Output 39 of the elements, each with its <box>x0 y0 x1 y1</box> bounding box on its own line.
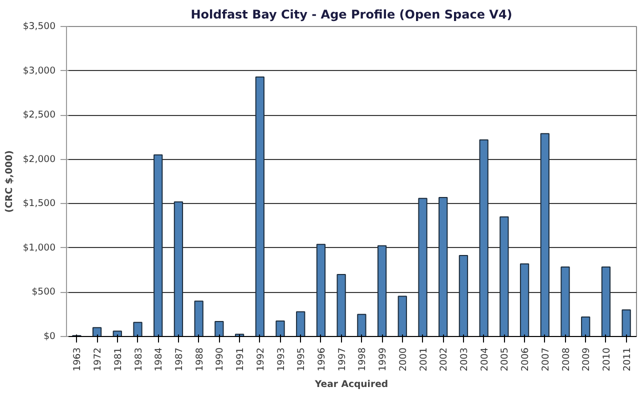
x-tick-label: 2001 <box>418 347 430 372</box>
x-tick-label: 1963 <box>72 347 84 372</box>
x-tick-label: 1991 <box>235 347 246 372</box>
x-tick-label: 1999 <box>378 347 389 372</box>
x-tick-label: 2010 <box>601 347 612 372</box>
x-tick-label: 1992 <box>255 347 266 372</box>
x-tick-label: 1984 <box>154 347 165 372</box>
x-tick-label: 2004 <box>479 347 490 372</box>
x-tick-label: 2005 <box>500 347 511 372</box>
x-tick-label: 2011 <box>622 347 633 372</box>
x-tick-label: 2002 <box>438 347 450 372</box>
x-tick-label: 1972 <box>92 347 104 372</box>
x-tick-label: 1998 <box>357 347 368 372</box>
x-tick-label: 2000 <box>398 347 409 372</box>
x-tick-label: 1993 <box>276 347 287 372</box>
x-tick-label: 2007 <box>540 347 552 372</box>
x-tick-label: 2008 <box>560 347 572 372</box>
x-tick-label: 1990 <box>214 347 226 372</box>
y-tick-label: $500 <box>32 286 56 298</box>
y-tick-label: $1,000 <box>22 242 56 254</box>
x-axis-title: Year Acquired <box>314 379 388 390</box>
x-tick-label: 1987 <box>174 347 185 372</box>
y-tick-label: $3,000 <box>22 65 56 76</box>
x-tick-label: 2009 <box>581 347 592 372</box>
x-tick-label: 1997 <box>336 347 348 372</box>
x-tick-label: 2006 <box>520 347 532 372</box>
x-tick-label: 1995 <box>296 347 308 372</box>
x-tick-label: 2003 <box>458 347 470 372</box>
y-tick-label: $2,500 <box>22 110 56 121</box>
chart-title: Holdfast Bay City - Age Profile (Open Space V4) <box>190 8 512 22</box>
y-tick-label: $1,500 <box>22 198 56 210</box>
y-axis-title: (CRC $,000) <box>4 150 15 213</box>
y-tick-label: $0 <box>44 331 56 342</box>
x-tick-label: 1988 <box>194 347 206 372</box>
x-tick-label: 1996 <box>316 347 328 372</box>
x-tick-label: 1983 <box>133 347 144 372</box>
y-tick-label: $3,500 <box>22 21 56 32</box>
y-tick-label: $2,000 <box>22 154 56 165</box>
x-tick-label: 1981 <box>112 347 124 372</box>
